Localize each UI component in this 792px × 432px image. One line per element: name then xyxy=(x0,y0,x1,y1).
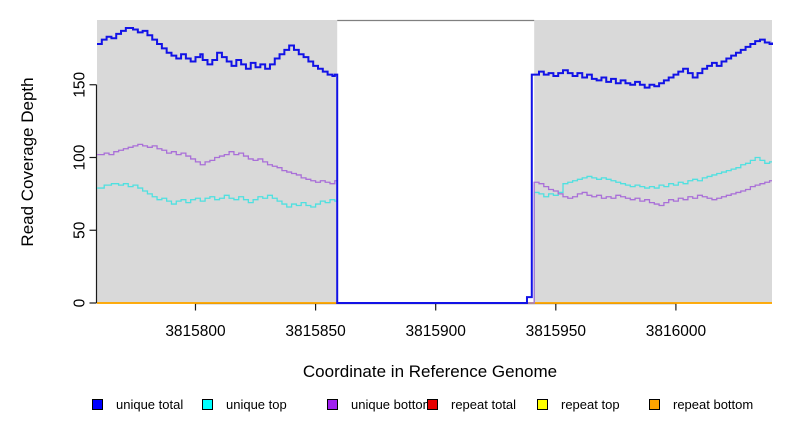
legend-label: unique bottom xyxy=(351,397,434,412)
legend-item-repeat-top: repeat top xyxy=(537,397,620,412)
x-tick-label: 3815950 xyxy=(526,323,587,340)
y-tick-label: 100 xyxy=(71,144,88,170)
legend-label: repeat total xyxy=(451,397,517,412)
x-tick-label: 3815900 xyxy=(406,323,467,340)
x-axis-title: Coordinate in Reference Genome xyxy=(302,362,558,381)
y-tick-label: 0 xyxy=(71,298,88,307)
y-tick-label: 50 xyxy=(71,221,88,239)
x-tick-label: 3815800 xyxy=(165,323,226,340)
series-unique-bottom-line xyxy=(97,143,772,304)
legend-swatch-unique-bottom xyxy=(327,399,338,410)
legend-label: repeat top xyxy=(561,397,620,412)
legend-label: repeat bottom xyxy=(673,397,754,412)
x-tick-label: 3815850 xyxy=(285,323,346,340)
legend-item-unique-total: unique total xyxy=(92,397,183,412)
y-tick-label: 150 xyxy=(71,71,88,97)
legend-swatch-repeat-top xyxy=(537,399,548,410)
x-tick-label: 3816000 xyxy=(646,323,707,340)
legend-item-repeat-bottom: repeat bottom xyxy=(649,397,753,412)
legend-label: unique total xyxy=(116,397,184,412)
series-unique-total-line xyxy=(97,27,773,304)
legend-swatch-repeat-total xyxy=(427,399,438,410)
legend-swatch-unique-top xyxy=(202,399,213,410)
covered-region-right xyxy=(534,20,772,303)
legend-swatch-unique-total xyxy=(92,399,103,410)
legend-item-unique-top: unique top xyxy=(202,397,287,412)
legend-label: unique top xyxy=(226,397,287,412)
legend: unique total unique top unique bottom repea… xyxy=(0,397,792,417)
y-axis-title: Read Coverage Depth xyxy=(18,77,37,247)
legend-swatch-repeat-bottom xyxy=(649,399,660,410)
covered-region-left xyxy=(97,20,338,303)
legend-item-unique-bottom: unique bottom xyxy=(327,397,433,412)
legend-item-repeat-total: repeat total xyxy=(427,397,516,412)
